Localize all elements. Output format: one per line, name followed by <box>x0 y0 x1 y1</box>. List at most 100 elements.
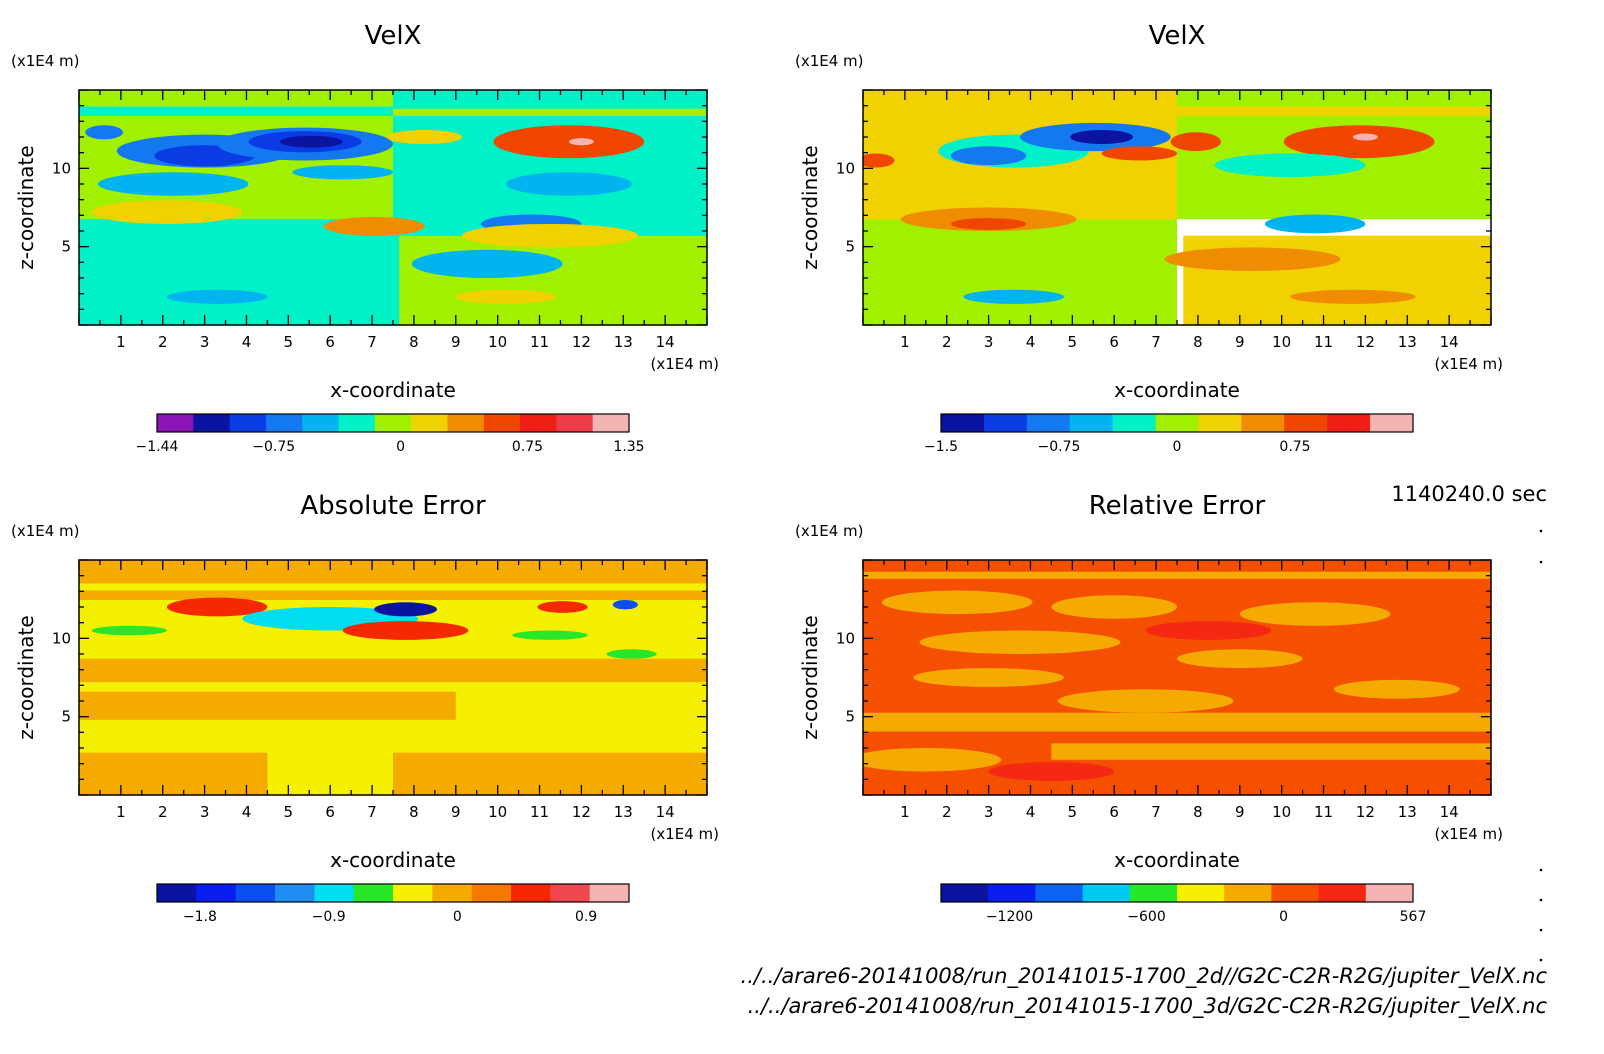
x-tick-label: 5 <box>284 333 294 351</box>
colorbar-swatch <box>556 414 594 432</box>
x-tick-label: 12 <box>572 803 591 821</box>
x-axis-label: x-coordinate <box>1114 848 1240 872</box>
y-unit-label: (x1E4 m) <box>11 522 80 540</box>
colorbar-swatch <box>550 884 591 902</box>
colorbar-swatch <box>1327 414 1371 432</box>
x-tick-label: 6 <box>1109 803 1119 821</box>
x-tick-label: 13 <box>614 333 633 351</box>
x-tick-label: 12 <box>1356 333 1375 351</box>
colorbar-tick-label: 567 <box>1400 909 1427 925</box>
colorbar-swatch <box>1271 884 1320 902</box>
time-label: 1140240.0 sec <box>1391 482 1547 506</box>
colorbar-tick-label: 1.35 <box>613 439 644 455</box>
x-tick-label: 1 <box>900 333 910 351</box>
x-axis-label: x-coordinate <box>330 378 456 402</box>
contour-field <box>863 90 1491 325</box>
colorbar-swatch <box>393 884 433 902</box>
x-tick-label: 14 <box>656 333 675 351</box>
x-tick-label: 7 <box>367 803 377 821</box>
x-tick-label: 1 <box>116 333 126 351</box>
y-tick-label: 10 <box>836 159 855 177</box>
y-tick-label: 5 <box>845 238 855 256</box>
colorbar-swatch <box>1026 414 1071 432</box>
y-unit-label: (x1E4 m) <box>795 522 864 540</box>
colorbar-tick-label: −0.75 <box>252 439 295 455</box>
x-tick-label: 11 <box>1314 803 1333 821</box>
x-tick-label: 2 <box>158 333 168 351</box>
x-tick-label: 8 <box>409 803 419 821</box>
colorbar-swatch <box>589 884 630 902</box>
x-tick-label: 6 <box>325 803 335 821</box>
colorbar-swatch <box>1284 414 1328 432</box>
x-tick-label: 4 <box>242 333 252 351</box>
y-unit-label: (x1E4 m) <box>795 52 864 70</box>
colorbar: −1.44 −0.75 0 0.75 1.35 <box>136 413 645 455</box>
x-unit-label: (x1E4 m) <box>1434 355 1503 373</box>
file-path-2d: ../../arare6-20141008/run_20141015-1700_… <box>741 964 1548 989</box>
y-tick-label: 10 <box>836 629 855 647</box>
colorbar-swatch <box>157 884 197 902</box>
x-tick-label: 1 <box>900 803 910 821</box>
colorbar-tick-label: 0 <box>1173 439 1182 455</box>
x-tick-label: 4 <box>242 803 252 821</box>
colorbar-swatch <box>983 414 1028 432</box>
colorbar: −1.5 −0.75 0 0.75 <box>924 413 1414 455</box>
x-tick-label: 4 <box>1026 333 1036 351</box>
colorbar-swatch <box>235 884 276 902</box>
colorbar-swatch <box>483 414 521 432</box>
colorbar-tick-label: −0.9 <box>312 909 346 925</box>
colorbar-swatch <box>1069 414 1114 432</box>
x-tick-label: 10 <box>488 333 507 351</box>
colorbar-tick-label: −0.75 <box>1038 439 1081 455</box>
x-tick-label: 11 <box>530 803 549 821</box>
colorbar-swatch <box>941 884 989 902</box>
x-tick-label: 4 <box>1026 803 1036 821</box>
colorbar-tick-label: −1200 <box>986 909 1033 925</box>
y-tick-label: 5 <box>61 238 71 256</box>
colorbar-swatch <box>314 884 355 902</box>
colorbar-swatch <box>411 414 448 432</box>
colorbar-swatch <box>471 884 512 902</box>
x-tick-label: 3 <box>200 803 210 821</box>
panel-1: VelX (x1E4 m) (x1E4 m) x-coordinate z-coordi… <box>11 21 719 455</box>
colorbar-swatch <box>592 414 630 432</box>
y-tick-label: 5 <box>61 708 71 726</box>
y-axis-label: z-coordinate <box>14 615 38 739</box>
x-tick-label: 13 <box>614 803 633 821</box>
x-tick-label: 3 <box>200 333 210 351</box>
y-axis-label: z-coordinate <box>798 145 822 269</box>
y-axis-label: z-coordinate <box>798 615 822 739</box>
colorbar-swatch <box>1318 884 1367 902</box>
colorbar-swatch <box>1198 414 1242 432</box>
panel-3: Absolute Error (x1E4 m) (x1E4 m) x-coordina… <box>11 491 719 925</box>
x-axis-label: x-coordinate <box>1114 378 1240 402</box>
colorbar-tick-label: −600 <box>1127 909 1165 925</box>
x-tick-label: 12 <box>572 333 591 351</box>
x-tick-label: 13 <box>1398 333 1417 351</box>
colorbar-tick-label: 0.75 <box>1279 439 1310 455</box>
x-unit-label: (x1E4 m) <box>650 825 719 843</box>
x-tick-label: 5 <box>1068 803 1078 821</box>
colorbar: −1.8 −0.9 0 0.9 <box>156 883 630 925</box>
colorbar-swatch <box>520 414 557 432</box>
y-tick-label: 10 <box>52 629 71 647</box>
x-tick-label: 9 <box>451 803 461 821</box>
panel-title: Relative Error <box>1089 491 1266 521</box>
colorbar-swatch <box>275 884 315 902</box>
colorbar-swatch <box>196 884 237 902</box>
x-tick-label: 8 <box>1193 803 1203 821</box>
colorbar-tick-label: 0 <box>396 439 405 455</box>
colorbar-swatch <box>1370 414 1414 432</box>
colorbar-swatch <box>157 414 194 432</box>
y-unit-label: (x1E4 m) <box>11 52 80 70</box>
x-tick-label: 9 <box>1235 333 1245 351</box>
colorbar-tick-label: 0 <box>453 909 462 925</box>
colorbar-swatch <box>511 884 551 902</box>
x-tick-label: 7 <box>1151 803 1161 821</box>
colorbar-swatch <box>1177 884 1225 902</box>
file-path-3d: ../../arare6-20141008/run_20141015-1700_… <box>748 994 1548 1019</box>
x-tick-label: 9 <box>451 333 461 351</box>
colorbar-swatch <box>374 414 412 432</box>
colorbar-tick-label: 0.9 <box>575 909 597 925</box>
x-tick-label: 14 <box>1440 333 1459 351</box>
